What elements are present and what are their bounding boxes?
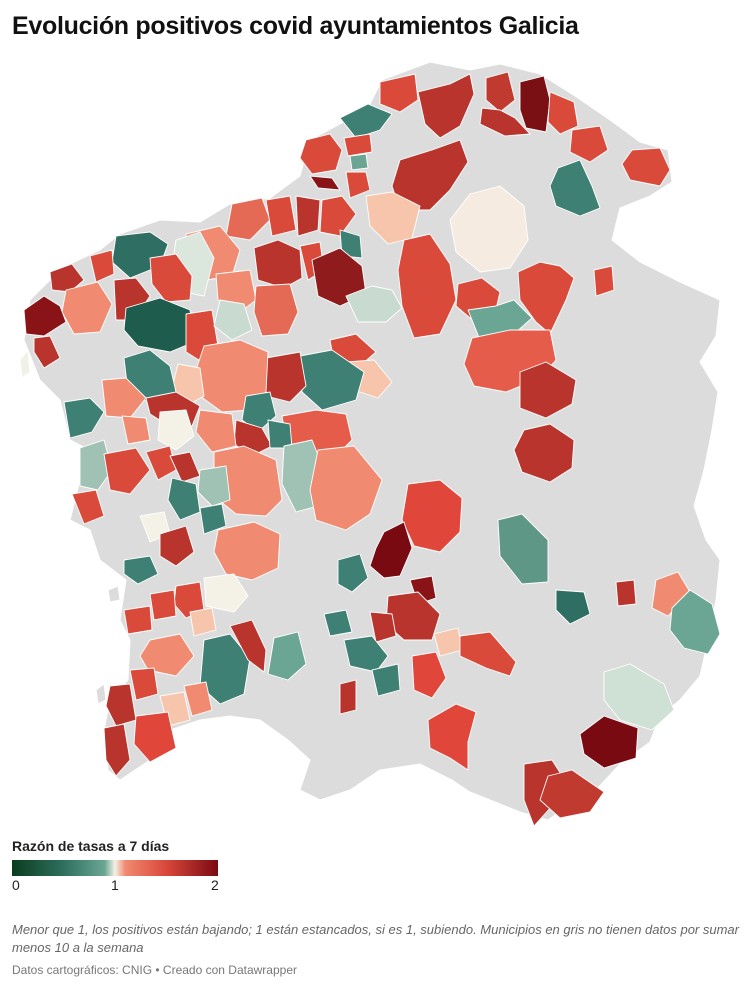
municipality[interactable]	[253, 239, 303, 289]
municipality[interactable]	[379, 73, 419, 113]
legend-tick: 1	[111, 877, 119, 893]
island	[19, 348, 31, 379]
municipality[interactable]	[669, 589, 721, 655]
municipality[interactable]	[123, 605, 153, 635]
municipality[interactable]	[167, 477, 201, 521]
municipality[interactable]	[343, 635, 389, 673]
municipality[interactable]	[345, 171, 371, 199]
municipality[interactable]	[459, 631, 517, 677]
municipality[interactable]	[299, 349, 365, 411]
municipality[interactable]	[195, 409, 237, 453]
municipality[interactable]	[615, 579, 637, 607]
municipality[interactable]	[241, 391, 277, 433]
municipality[interactable]	[547, 91, 579, 135]
municipality[interactable]	[371, 663, 401, 697]
municipality[interactable]	[485, 71, 516, 113]
legend-title: Razón de tasas a 7 días	[12, 838, 170, 854]
legend-ticks: 0 1 2	[12, 876, 219, 894]
municipality[interactable]	[339, 679, 357, 715]
municipality[interactable]	[229, 619, 267, 673]
municipality[interactable]	[349, 153, 369, 171]
municipality[interactable]	[411, 651, 447, 699]
municipality[interactable]	[267, 631, 307, 681]
municipality[interactable]	[513, 423, 575, 483]
municipality[interactable]	[323, 609, 353, 637]
municipality[interactable]	[105, 683, 137, 727]
municipality[interactable]	[621, 147, 671, 187]
municipality[interactable]	[519, 75, 551, 133]
municipality[interactable]	[345, 285, 403, 323]
municipality[interactable]	[497, 513, 549, 585]
municipality[interactable]	[539, 769, 605, 819]
municipality[interactable]	[121, 415, 151, 445]
municipality[interactable]	[309, 175, 341, 191]
municipality[interactable]	[149, 589, 177, 621]
municipality[interactable]	[213, 521, 281, 581]
legend-tick: 0	[12, 877, 20, 893]
municipality[interactable]	[159, 525, 195, 567]
municipality[interactable]	[103, 723, 131, 777]
municipality[interactable]	[555, 589, 591, 625]
municipality[interactable]	[549, 159, 601, 217]
municipality[interactable]	[199, 503, 227, 535]
municipality[interactable]	[369, 521, 413, 579]
municipality[interactable]	[299, 133, 343, 175]
municipality[interactable]	[225, 197, 271, 241]
municipality[interactable]	[71, 489, 105, 525]
municipality[interactable]	[101, 377, 147, 419]
municipality[interactable]	[129, 667, 159, 701]
municipality[interactable]	[369, 611, 397, 643]
municipality[interactable]	[479, 107, 531, 137]
source-credit: Datos cartográficos: CNIG • Creado con D…	[12, 963, 297, 977]
municipality[interactable]	[213, 299, 253, 341]
municipality[interactable]	[337, 553, 369, 593]
municipality[interactable]	[449, 185, 529, 273]
municipality[interactable]	[157, 409, 195, 451]
island	[107, 585, 121, 603]
municipality[interactable]	[579, 715, 639, 769]
map-title: Evolución positivos covid ayuntamientos …	[12, 12, 579, 40]
municipality[interactable]	[603, 663, 675, 731]
island	[95, 683, 107, 705]
galicia-choropleth-map	[19, 61, 721, 827]
municipality[interactable]	[203, 573, 249, 613]
municipality[interactable]	[569, 125, 609, 163]
municipality[interactable]	[79, 439, 113, 491]
municipality[interactable]	[123, 555, 159, 585]
municipality[interactable]	[33, 335, 61, 369]
municipality[interactable]	[103, 447, 151, 495]
municipality[interactable]	[123, 297, 195, 353]
municipality[interactable]	[397, 233, 457, 339]
municipality[interactable]	[253, 283, 299, 337]
municipality[interactable]	[63, 397, 105, 439]
municipality[interactable]	[149, 253, 193, 303]
municipality[interactable]	[197, 465, 231, 507]
municipality[interactable]	[517, 261, 575, 335]
municipality[interactable]	[89, 249, 115, 283]
color-legend: Razón de tasas a 7 días 0 1 2	[12, 838, 232, 894]
municipalities	[23, 71, 721, 827]
legend-gradient-bar	[12, 860, 218, 876]
municipality[interactable]	[295, 195, 321, 237]
municipality[interactable]	[265, 195, 297, 237]
municipality[interactable]	[49, 263, 85, 293]
municipality[interactable]	[139, 633, 195, 677]
municipality[interactable]	[519, 361, 577, 419]
municipality[interactable]	[427, 703, 477, 771]
municipality[interactable]	[593, 265, 615, 297]
municipality[interactable]	[23, 295, 67, 337]
municipality[interactable]	[183, 681, 213, 717]
municipality[interactable]	[319, 195, 357, 237]
municipality[interactable]	[417, 73, 475, 139]
footnote: Menor que 1, los positivos están bajando…	[12, 922, 739, 955]
municipality[interactable]	[267, 419, 293, 449]
legend-tick: 2	[211, 877, 219, 893]
municipality[interactable]	[343, 133, 373, 157]
municipality[interactable]	[339, 103, 393, 139]
municipality[interactable]	[309, 445, 383, 531]
municipality[interactable]	[189, 607, 217, 637]
municipality[interactable]	[133, 711, 177, 763]
municipality[interactable]	[339, 229, 363, 259]
